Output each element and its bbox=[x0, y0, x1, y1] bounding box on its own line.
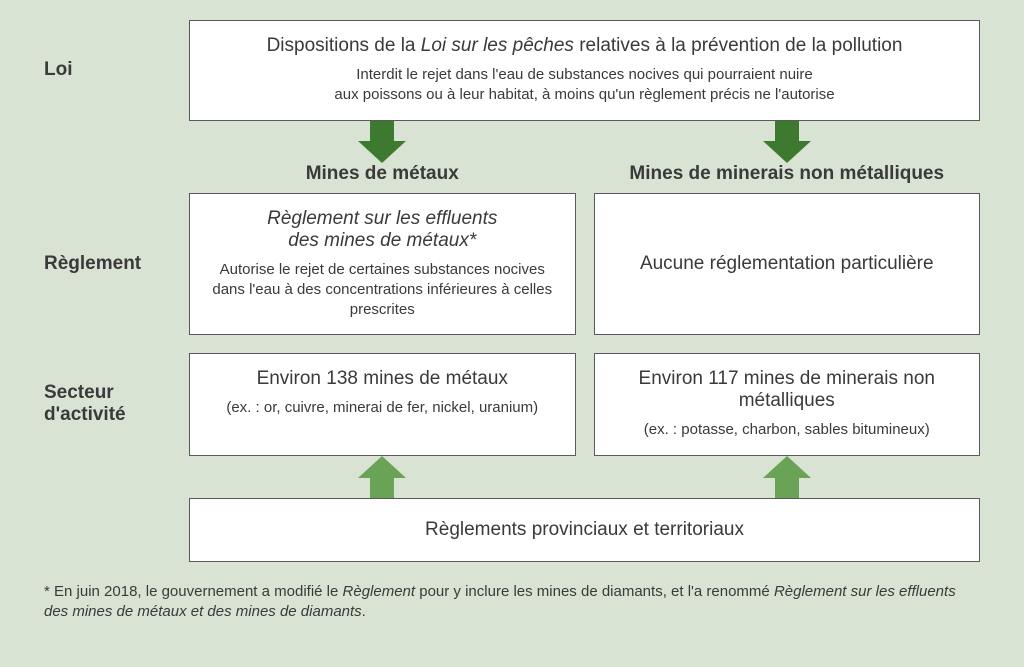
arrow-bottom-right-cell bbox=[594, 456, 981, 498]
loi-title-italic: Loi sur les pêches bbox=[421, 35, 574, 56]
box-reglement-right: Aucune réglementation particulière bbox=[594, 193, 981, 336]
label-secteur: Secteur d'activité bbox=[44, 382, 189, 426]
reglement-right-text: Aucune réglementation particulière bbox=[640, 253, 934, 275]
arrow-up-icon bbox=[358, 456, 406, 498]
arrow-row-top bbox=[189, 121, 980, 163]
column-headers: Mines de métaux Mines de minerais non mé… bbox=[189, 163, 980, 193]
arrow-top-right-cell bbox=[594, 121, 981, 163]
box-secteur-left: Environ 138 mines de métaux (ex. : or, c… bbox=[189, 353, 576, 455]
loi-title: Dispositions de la Loi sur les pêches re… bbox=[210, 35, 959, 57]
secteur-left-title: Environ 138 mines de métaux bbox=[210, 368, 555, 390]
secteur-right-subtitle: (ex. : potasse, charbon, sables bitumine… bbox=[615, 420, 960, 440]
row-secteur: Secteur d'activité Environ 138 mines de … bbox=[44, 353, 980, 455]
row-loi: Loi Dispositions de la Loi sur les pêche… bbox=[44, 20, 980, 121]
label-reglement: Règlement bbox=[44, 253, 189, 275]
reglement-left-subtitle: Autorise le rejet de certaines substance… bbox=[210, 260, 555, 321]
loi-title-post: relatives à la prévention de la pollutio… bbox=[574, 35, 902, 56]
footnote-italic1: Règlement bbox=[343, 583, 416, 600]
footnote: * En juin 2018, le gouvernement a modifi… bbox=[44, 582, 980, 623]
label-loi: Loi bbox=[44, 59, 189, 81]
reglement-left-title: Règlement sur les effluents des mines de… bbox=[210, 208, 555, 252]
secteur-right-title: Environ 117 mines de minerais non métall… bbox=[615, 368, 960, 412]
row-reglement: Règlement Règlement sur les effluents de… bbox=[44, 193, 980, 336]
arrow-up-icon bbox=[763, 456, 811, 498]
footnote-mid: pour y inclure les mines de diamants, et… bbox=[415, 583, 774, 600]
arrow-top-left-cell bbox=[189, 121, 576, 163]
footnote-post: . bbox=[362, 603, 366, 620]
box-reglement-left: Règlement sur les effluents des mines de… bbox=[189, 193, 576, 336]
col-header-left: Mines de métaux bbox=[189, 163, 576, 193]
diagram-container: Loi Dispositions de la Loi sur les pêche… bbox=[0, 0, 1024, 642]
loi-title-pre: Dispositions de la bbox=[267, 35, 421, 56]
row-bottom: Règlements provinciaux et territoriaux bbox=[44, 498, 980, 562]
box-loi: Dispositions de la Loi sur les pêches re… bbox=[189, 20, 980, 121]
arrow-row-bottom bbox=[189, 456, 980, 498]
arrow-down-icon bbox=[358, 121, 406, 163]
loi-subtitle: Interdit le rejet dans l'eau de substanc… bbox=[210, 65, 959, 106]
arrow-bottom-left-cell bbox=[189, 456, 576, 498]
bottom-text: Règlements provinciaux et territoriaux bbox=[425, 519, 744, 540]
col-header-right: Mines de minerais non métalliques bbox=[594, 163, 981, 193]
secteur-left-subtitle: (ex. : or, cuivre, minerai de fer, nicke… bbox=[210, 398, 555, 418]
box-secteur-right: Environ 117 mines de minerais non métall… bbox=[594, 353, 981, 455]
arrow-down-icon bbox=[763, 121, 811, 163]
box-bottom: Règlements provinciaux et territoriaux bbox=[189, 498, 980, 562]
footnote-pre: * En juin 2018, le gouvernement a modifi… bbox=[44, 583, 343, 600]
